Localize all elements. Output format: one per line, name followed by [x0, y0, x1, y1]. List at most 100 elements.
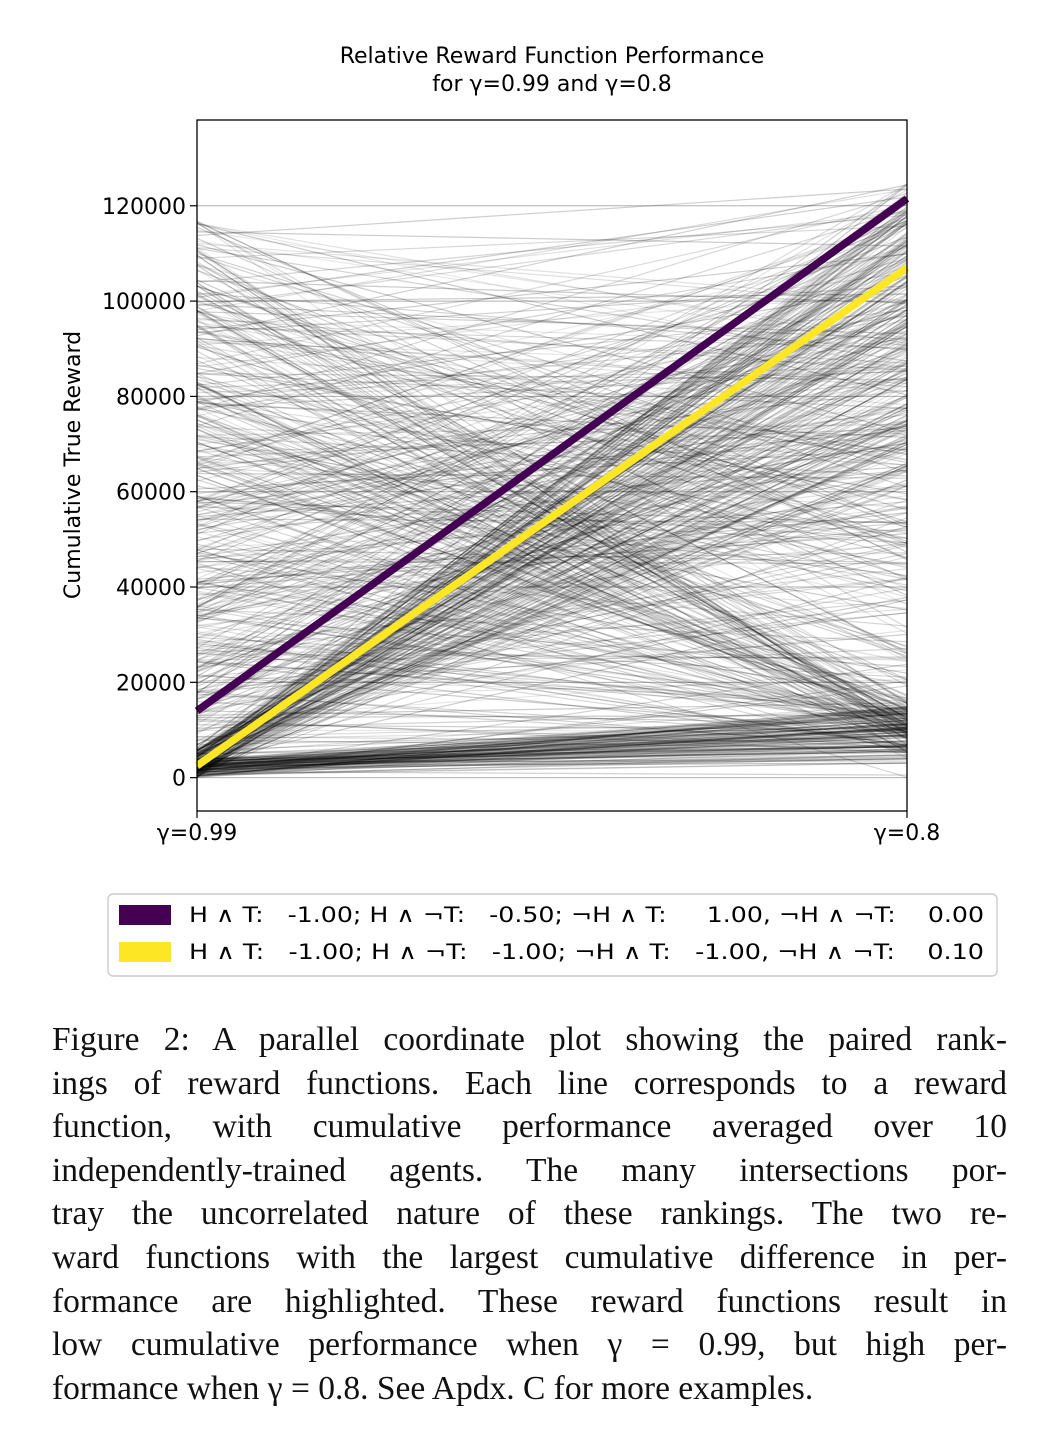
- reward-function-line: [196, 423, 908, 657]
- reward-function-line: [196, 292, 908, 351]
- reward-function-line: [196, 500, 908, 712]
- reward-function-line: [196, 434, 908, 763]
- reward-function-line: [196, 462, 908, 712]
- reward-function-line: [196, 333, 908, 767]
- reward-function-line: [196, 184, 908, 337]
- reward-function-line: [196, 443, 908, 762]
- reward-function-line: [196, 269, 908, 529]
- reward-function-line: [196, 305, 908, 687]
- reward-function-line: [196, 306, 908, 528]
- reward-function-line: [196, 762, 908, 776]
- reward-function-line: [196, 512, 908, 668]
- chart-title-line2: for γ=0.99 and γ=0.8: [432, 72, 672, 97]
- reward-function-line: [196, 261, 908, 753]
- reward-function-line: [196, 587, 908, 699]
- reward-function-line: [196, 389, 908, 473]
- reward-function-line: [196, 456, 908, 704]
- reward-function-line: [196, 425, 908, 466]
- reward-function-line: [196, 377, 908, 772]
- reward-function-line: [196, 729, 908, 763]
- reward-function-line: [196, 440, 908, 774]
- reward-function-line: [196, 376, 908, 470]
- reward-function-line: [196, 229, 908, 339]
- reward-function-line: [196, 748, 908, 767]
- reward-function-line: [196, 549, 908, 730]
- y-tick-label: 60000: [116, 481, 186, 506]
- reward-function-line: [196, 710, 908, 729]
- reward-function-line: [196, 656, 908, 661]
- reward-function-line: [196, 377, 908, 502]
- reward-function-line: [196, 555, 908, 609]
- reward-function-line: [196, 512, 908, 586]
- reward-function-line: [196, 739, 908, 749]
- reward-function-line: [196, 453, 908, 720]
- reward-function-line: [196, 449, 908, 647]
- reward-function-line: [196, 341, 908, 367]
- reward-function-line: [196, 252, 908, 473]
- reward-function-line: [196, 206, 908, 749]
- reward-function-line: [196, 342, 908, 753]
- reward-function-line: [196, 712, 908, 769]
- highlighted-line-purple: [194, 195, 910, 714]
- reward-function-line: [196, 495, 908, 748]
- reward-function-line: [196, 703, 908, 754]
- reward-function-line: [196, 401, 908, 711]
- reward-function-line: [196, 367, 908, 400]
- reward-function-line: [196, 463, 908, 754]
- reward-function-line: [196, 468, 908, 716]
- reward-function-line: [196, 437, 908, 716]
- reward-function-line: [196, 624, 908, 709]
- reward-function-line: [196, 215, 908, 763]
- reward-function-line: [196, 236, 908, 649]
- reward-function-line: [196, 643, 908, 715]
- reward-function-line: [196, 362, 908, 710]
- reward-function-line: [196, 737, 908, 770]
- reward-function-line: [196, 762, 908, 775]
- reward-function-line: [196, 196, 908, 298]
- reward-function-line: [196, 720, 908, 762]
- reward-function-line: [196, 485, 908, 611]
- y-tick-label: 80000: [116, 385, 186, 410]
- reward-function-line: [196, 222, 908, 629]
- reward-function-line: [196, 336, 908, 503]
- reward-function-line: [196, 369, 908, 688]
- reward-function-line: [196, 729, 908, 732]
- reward-function-line: [196, 729, 908, 769]
- legend-label-2: H ∧ T: -1.00; H ∧ ¬T: -1.00; ¬H ∧ T: -1.…: [189, 940, 984, 964]
- reward-function-line: [196, 465, 908, 775]
- reward-function-line: [196, 450, 908, 608]
- reward-function-line: [196, 756, 908, 770]
- reward-function-line: [196, 340, 908, 764]
- reward-function-line: [196, 599, 908, 668]
- reward-function-line: [196, 429, 908, 738]
- reward-function-line: [196, 223, 908, 535]
- y-tick-label: 40000: [116, 576, 186, 601]
- reward-function-line: [196, 246, 908, 417]
- reward-function-line: [196, 663, 908, 770]
- reward-function-line: [196, 746, 908, 761]
- reward-function-line: [196, 286, 908, 403]
- reward-function-line: [196, 254, 908, 741]
- reward-function-line: [196, 719, 908, 771]
- reward-function-line: [196, 709, 908, 771]
- reward-function-line: [196, 744, 908, 762]
- reward-function-line: [196, 762, 908, 766]
- reward-function-line: [196, 713, 908, 778]
- reward-function-line: [196, 383, 908, 728]
- reward-function-line: [196, 253, 908, 331]
- parallel-coordinate-chart: Relative Reward Function Performance for…: [61, 44, 998, 977]
- reward-function-line: [196, 744, 908, 768]
- reward-function-line: [196, 711, 908, 770]
- reward-function-line: [196, 425, 908, 726]
- reward-function-line: [196, 337, 908, 455]
- reward-function-line: [196, 484, 908, 757]
- reward-function-line: [196, 240, 908, 764]
- reward-function-line: [196, 707, 908, 763]
- reward-function-line: [196, 719, 908, 773]
- reward-function-line: [196, 427, 908, 458]
- reward-function-line: [196, 471, 908, 617]
- reward-function-line: [196, 679, 908, 699]
- reward-function-line: [196, 304, 908, 713]
- reward-function-line: [196, 556, 908, 715]
- reward-function-line: [196, 713, 908, 765]
